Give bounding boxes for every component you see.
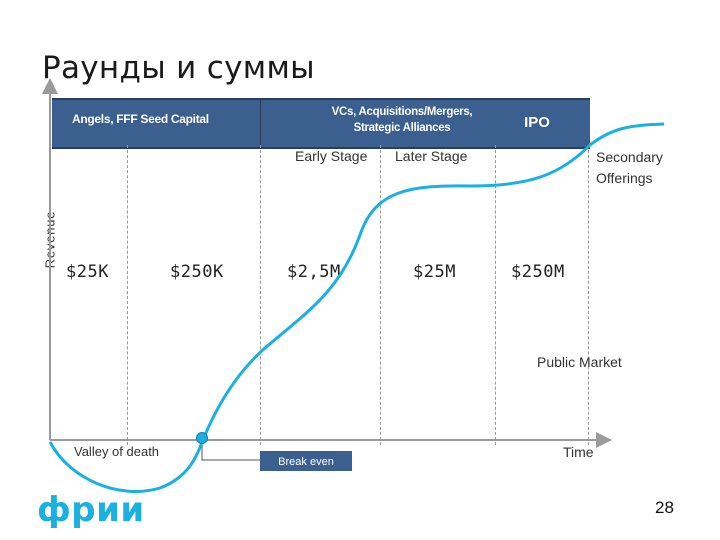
x-axis-label: Time xyxy=(563,444,594,460)
growth-curve xyxy=(48,122,665,493)
band-label-vcs: VCs, Acquisitions/Mergers, Strategic All… xyxy=(302,104,502,136)
break-even-connector xyxy=(201,439,262,461)
band-label-ipo: IPO xyxy=(524,114,550,131)
band-label-vcs-line1: VCs, Acquisitions/Mergers, xyxy=(331,106,473,118)
break-even-box xyxy=(260,451,352,471)
valley-of-death-label: Valley of death xyxy=(74,444,160,459)
stage-divider xyxy=(127,145,128,445)
stage-divider xyxy=(495,145,496,445)
amount-label: $250M xyxy=(511,262,565,282)
stage-divider xyxy=(260,145,261,445)
stage-label-secondary-line1: Secondary xyxy=(596,149,663,165)
stage-divider xyxy=(588,145,589,445)
amount-label: $25K xyxy=(66,262,109,282)
amount-label: $25M xyxy=(413,262,456,282)
stage-label-early: Early Stage xyxy=(295,148,368,164)
break-even-label: Break even xyxy=(278,456,334,468)
break-even-point xyxy=(196,432,208,444)
stage-divider xyxy=(380,145,381,445)
public-market-label: Public Market xyxy=(537,354,622,370)
amount-label: $250K xyxy=(170,262,224,282)
stage-label-secondary-line2: Offerings xyxy=(596,170,653,186)
band-label-angels: Angels, FFF Seed Capital xyxy=(72,112,209,126)
amount-label: $2,5M xyxy=(287,262,341,282)
slide-title: Раунды и суммы xyxy=(42,50,315,86)
page-number: 28 xyxy=(655,498,674,517)
funding-band: Angels, FFF Seed Capital VCs, Acquisitio… xyxy=(52,98,590,149)
band-separator xyxy=(260,100,261,147)
stage-label-secondary: Secondary Offerings xyxy=(596,147,663,189)
stage-label-later: Later Stage xyxy=(395,148,468,164)
band-label-vcs-line2: Strategic Alliances xyxy=(353,122,451,134)
logo: фрии xyxy=(37,490,145,530)
